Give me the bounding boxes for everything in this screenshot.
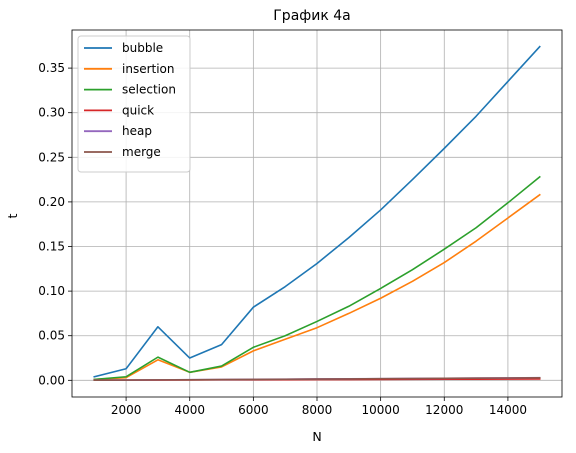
y-axis-label: t [5, 213, 20, 218]
x-tick-label: 2000 [111, 403, 142, 417]
legend-label-quick: quick [122, 103, 154, 117]
legend-box [77, 35, 191, 173]
y-tick-label: 0.35 [38, 61, 65, 75]
y-tick-label: 0.10 [38, 284, 65, 298]
y-tick-label: 0.30 [38, 106, 65, 120]
series-line-merge [93, 377, 541, 382]
series-line-selection [93, 175, 541, 381]
series-line-bubble [93, 45, 541, 378]
y-tick-label: 0.00 [38, 373, 65, 387]
series-lines [93, 45, 541, 382]
legend-label-selection: selection [122, 83, 176, 97]
y-tick-label: 0.25 [38, 150, 65, 164]
x-tick-label: 12000 [425, 403, 463, 417]
legend-label-bubble: bubble [122, 41, 163, 55]
legend: bubble insertion selection quick heap merge [77, 35, 191, 173]
x-tick-label: 4000 [174, 403, 205, 417]
series-line-insertion [93, 193, 541, 381]
legend-label-heap: heap [122, 124, 152, 138]
y-axis: 0.00 0.05 0.10 0.15 0.20 0.25 0.30 0.35 [38, 61, 72, 387]
x-axis-label: N [312, 429, 321, 444]
x-tick-label: 10000 [362, 403, 400, 417]
y-tick-label: 0.15 [38, 240, 65, 254]
x-tick-label: 14000 [489, 403, 527, 417]
x-tick-label: 6000 [238, 403, 269, 417]
legend-label-merge: merge [122, 145, 161, 159]
legend-label-insertion: insertion [122, 62, 175, 76]
y-tick-label: 0.05 [38, 329, 65, 343]
x-tick-label: 8000 [302, 403, 333, 417]
x-axis: 2000 4000 6000 8000 10000 12000 14000 [111, 397, 527, 417]
chart-title: График 4a [273, 8, 350, 24]
y-tick-label: 0.20 [38, 195, 65, 209]
